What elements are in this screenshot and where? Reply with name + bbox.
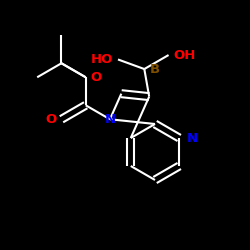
Text: N: N xyxy=(187,132,198,144)
Text: N: N xyxy=(104,113,116,126)
Text: O: O xyxy=(91,71,102,84)
Text: HO: HO xyxy=(91,53,113,66)
Text: OH: OH xyxy=(174,48,196,62)
Text: O: O xyxy=(45,113,56,126)
Text: B: B xyxy=(149,62,160,76)
